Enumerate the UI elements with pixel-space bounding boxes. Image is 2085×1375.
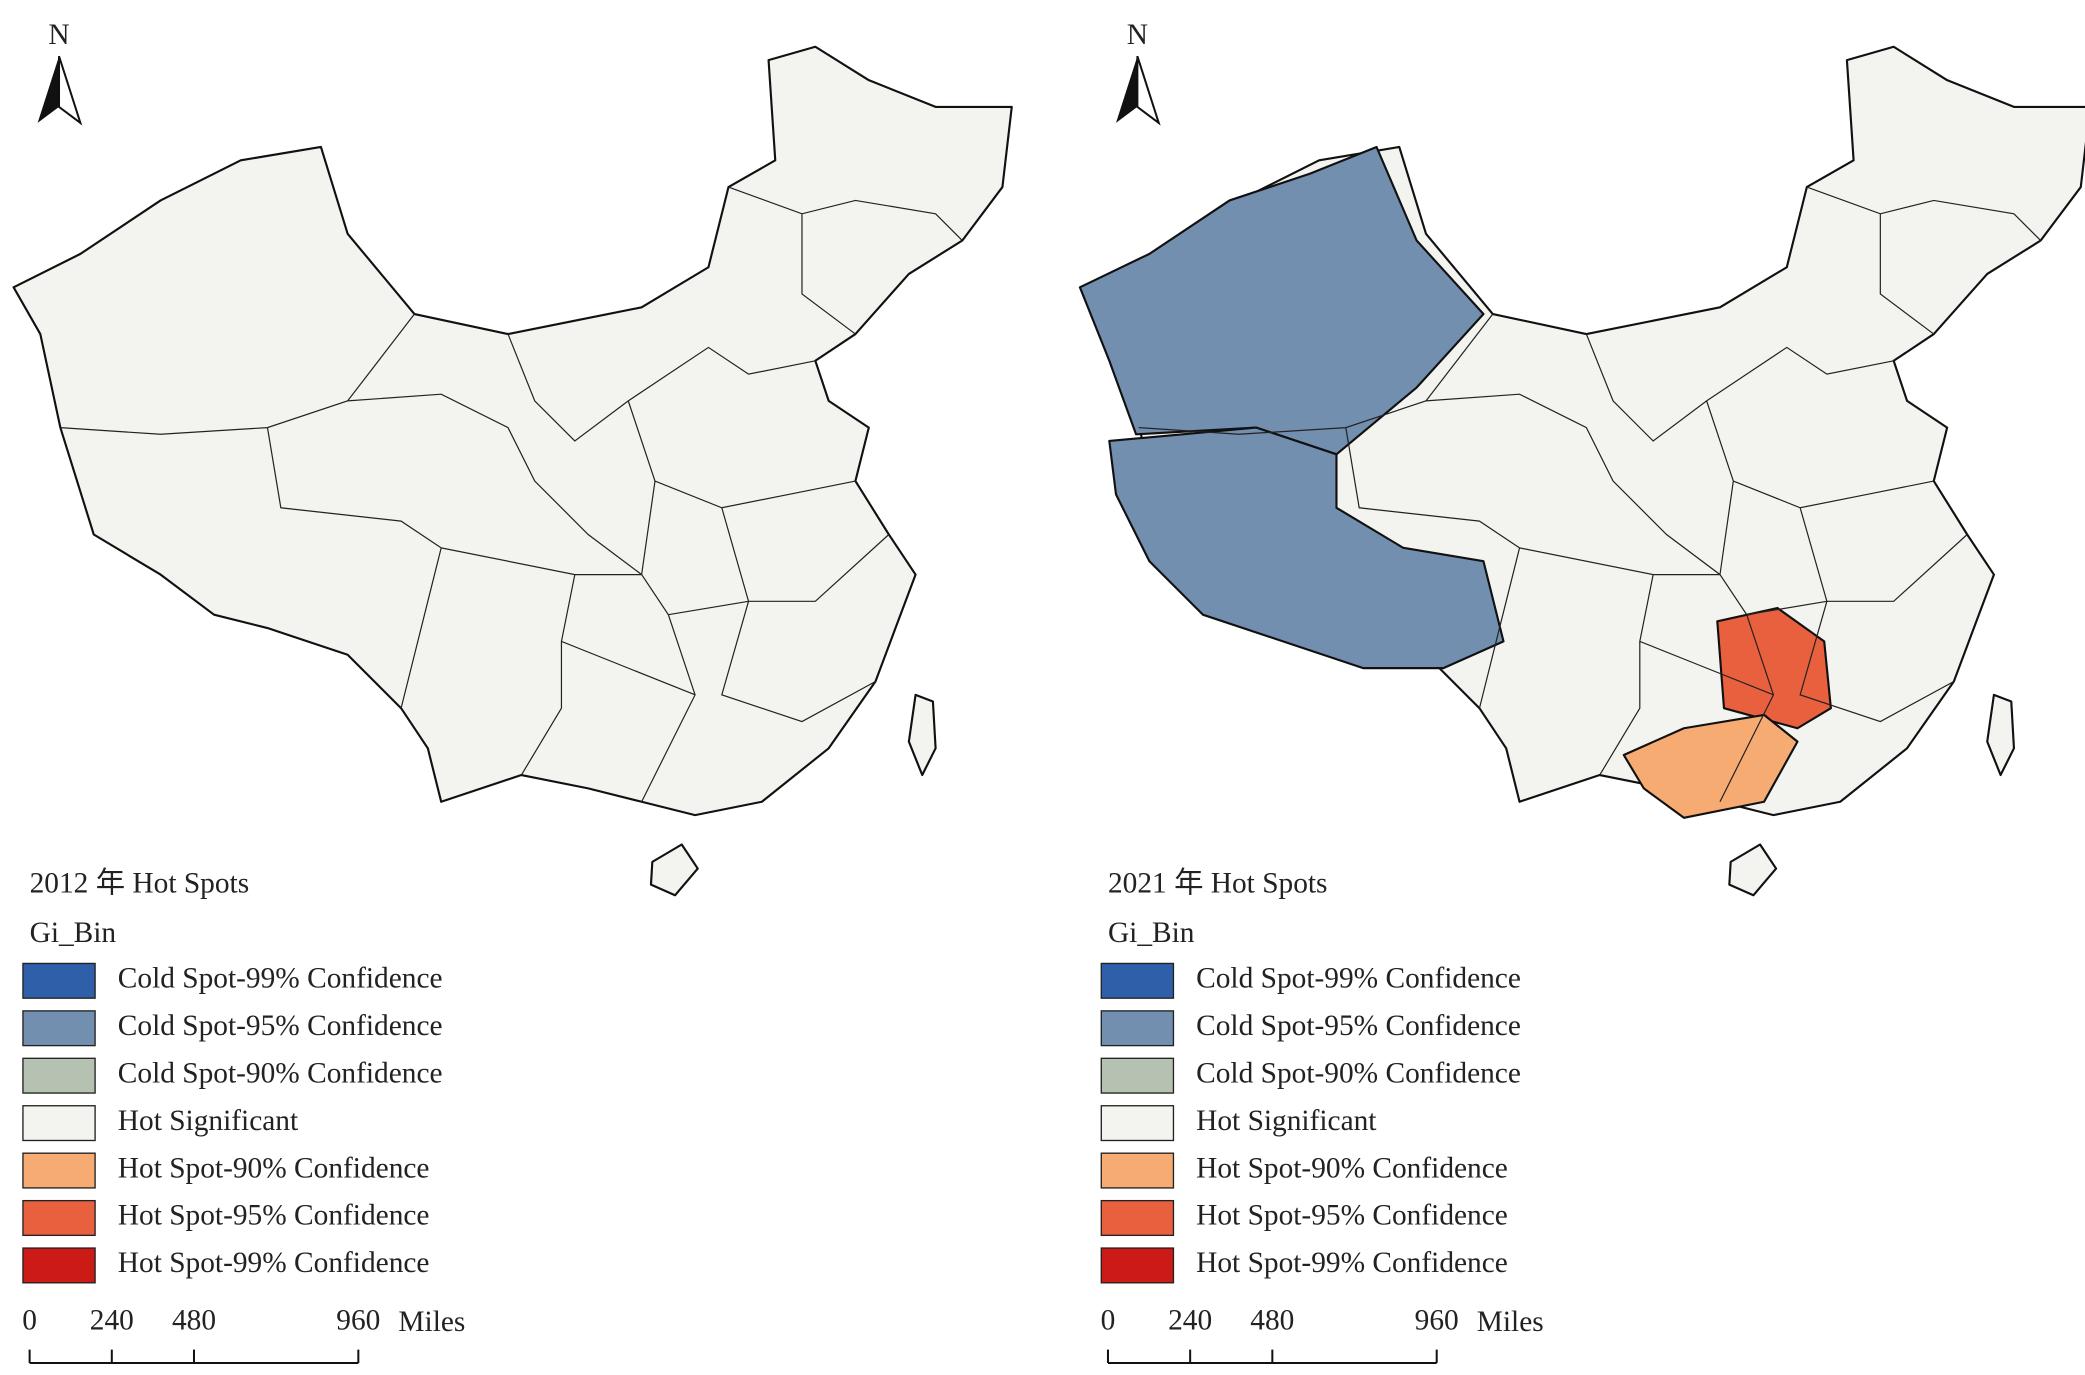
legend-swatch [22,1199,96,1237]
region [1716,606,1832,730]
legend-label: Cold Spot-95% Confidence [118,1010,443,1042]
scale-label: 240 [1168,1305,1212,1337]
scale-label: 0 [22,1305,37,1337]
legend-swatch [1100,1247,1175,1284]
region [1078,145,1485,456]
north-arrow [37,56,60,123]
legend-label: Hot Spot-90% Confidence [1196,1152,1508,1184]
legend-swatch [22,1152,96,1189]
scale-label: 960 [1415,1305,1459,1337]
scale-label: 960 [336,1305,380,1337]
legend-title: 2021 年 Hot Spots [1108,867,1328,900]
scale-label: 0 [1101,1305,1116,1337]
legend-subtitle: Gi_Bin [1108,917,1195,949]
legend-label: Cold Spot-95% Confidence [1196,1010,1521,1042]
legend-label: Hot Significant [1196,1105,1376,1137]
legend-label: Hot Spot-95% Confidence [1196,1200,1508,1232]
legend-label: Hot Spot-90% Confidence [118,1152,430,1184]
legend-swatch [1100,1152,1175,1189]
scale-label: 480 [1250,1305,1294,1337]
legend-swatch [22,962,96,999]
north-arrow [1115,56,1138,123]
legend-label: Hot Significant [118,1105,298,1137]
legend-label: Cold Spot-99% Confidence [118,963,443,995]
map-shape [1728,843,1778,897]
north-arrow [1136,55,1161,126]
map-shape [907,693,937,777]
legend-swatch [1100,962,1175,999]
legend-subtitle: Gi_Bin [30,917,117,949]
region [1108,426,1505,670]
legend-title: 2012 年 Hot Spots [30,867,250,900]
legend-label: Cold Spot-90% Confidence [1196,1057,1521,1089]
region [1622,713,1799,819]
legend-swatch [22,1057,96,1094]
north-label: N [1127,19,1148,51]
north-label: N [48,19,69,51]
legend-label: Hot Spot-95% Confidence [118,1200,430,1232]
legend-label: Hot Spot-99% Confidence [118,1247,430,1279]
legend-label: Hot Spot-99% Confidence [1196,1247,1508,1279]
scale-unit: Miles [1477,1306,1544,1338]
legend-label: Cold Spot-99% Confidence [1196,963,1521,995]
scale-unit: Miles [398,1306,465,1338]
scale-label: 240 [90,1305,134,1337]
legend-swatch [1100,1105,1175,1142]
north-arrow [58,55,83,126]
map-shape [649,843,699,897]
legend-swatch [1100,1057,1175,1094]
map-shape [1986,693,2016,777]
legend-swatch [1100,1010,1175,1047]
legend-swatch [22,1010,96,1047]
legend-label: Cold Spot-90% Confidence [118,1057,443,1089]
scale-label: 480 [172,1305,216,1337]
map-shape [12,45,1013,817]
legend-swatch [1100,1199,1175,1237]
legend-swatch [22,1247,96,1284]
legend-swatch [22,1105,96,1142]
